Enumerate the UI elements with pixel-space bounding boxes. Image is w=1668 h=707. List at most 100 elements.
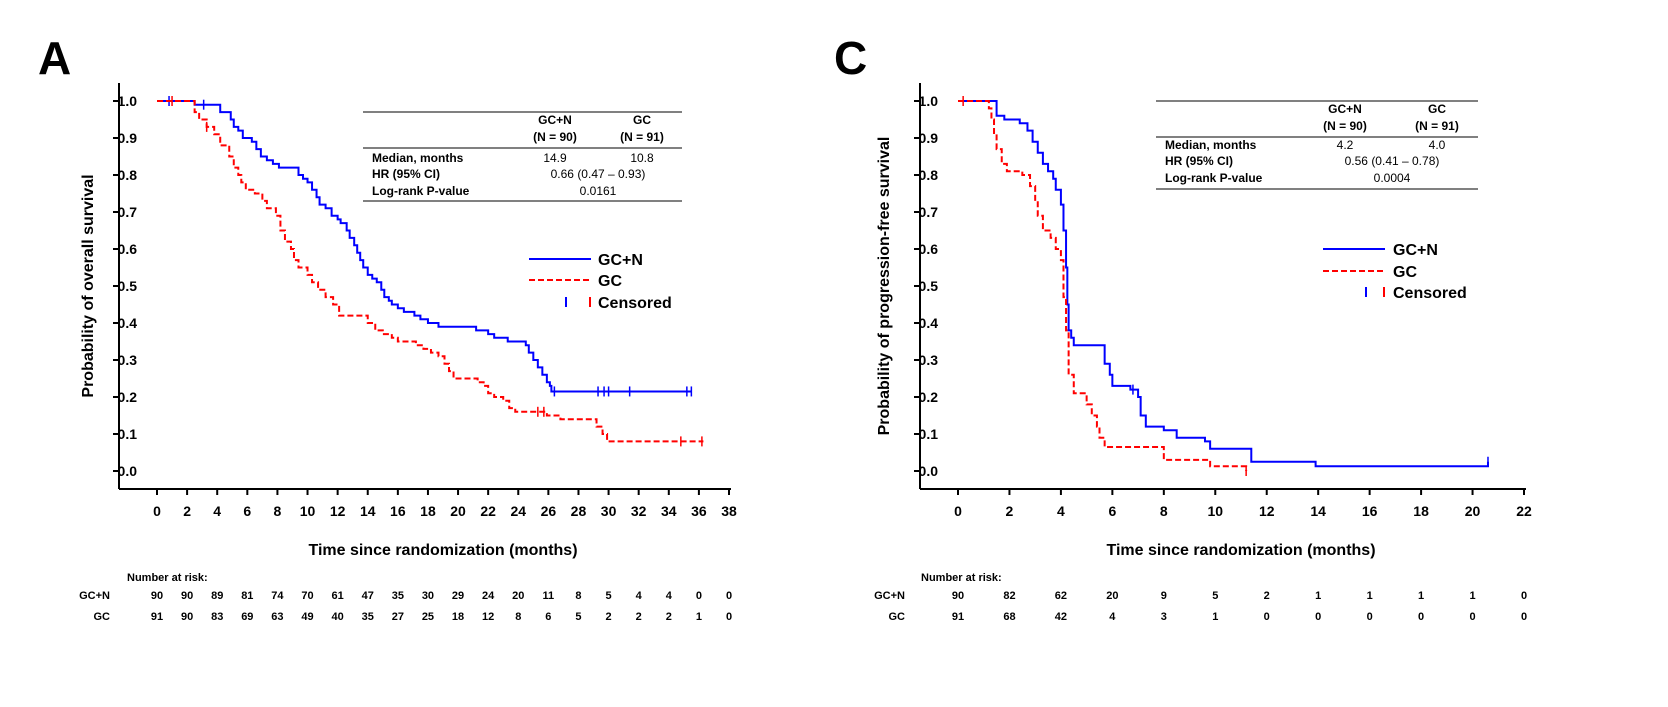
x-tick-label: 26 bbox=[541, 503, 557, 519]
table-header: GC+N bbox=[1328, 102, 1362, 116]
number-at-risk-value: 1 bbox=[1418, 590, 1424, 602]
x-tick-label: 4 bbox=[1057, 503, 1065, 519]
legend-label: GC+N bbox=[1393, 242, 1438, 259]
y-tick-label: 0.8 bbox=[919, 167, 939, 183]
number-at-risk-value: 1 bbox=[1212, 611, 1218, 623]
x-tick-label: 20 bbox=[450, 503, 466, 519]
number-at-risk-value: 69 bbox=[241, 611, 253, 623]
number-at-risk-value: 0 bbox=[726, 611, 732, 623]
table-header: (N = 91) bbox=[620, 130, 664, 144]
number-at-risk-value: 0 bbox=[1521, 611, 1527, 623]
number-at-risk-value: 0 bbox=[1367, 611, 1373, 623]
table-header: GC+N bbox=[538, 113, 572, 127]
number-at-risk-value: 62 bbox=[1055, 590, 1067, 602]
x-tick-label: 16 bbox=[390, 503, 406, 519]
number-at-risk-value: 1 bbox=[1367, 590, 1373, 602]
number-at-risk-value: 20 bbox=[1106, 590, 1118, 602]
x-tick-label: 6 bbox=[1108, 503, 1116, 519]
y-tick-label: 0.3 bbox=[118, 352, 138, 368]
number-at-risk-value: 18 bbox=[452, 611, 464, 623]
x-tick-label: 4 bbox=[213, 503, 221, 519]
y-tick-label: 0.1 bbox=[118, 426, 138, 442]
y-tick-label: 0.5 bbox=[919, 278, 939, 294]
y-tick-label: 0.7 bbox=[919, 204, 939, 220]
y-tick-label: 0.9 bbox=[919, 130, 939, 146]
number-at-risk-label: GC+N bbox=[874, 590, 905, 602]
y-tick-label: 1.0 bbox=[919, 93, 939, 109]
number-at-risk-value: 63 bbox=[271, 611, 283, 623]
number-at-risk-value: 68 bbox=[1003, 611, 1015, 623]
table-cell: 0.56 (0.41 – 0.78) bbox=[1345, 154, 1440, 168]
y-tick-label: 0.9 bbox=[118, 130, 138, 146]
table-header: (N = 90) bbox=[1323, 119, 1367, 133]
number-at-risk-value: 4 bbox=[636, 590, 643, 602]
x-tick-label: 14 bbox=[360, 503, 376, 519]
legend-label: GC bbox=[598, 273, 622, 290]
y-tick-label: 0.7 bbox=[118, 204, 138, 220]
number-at-risk-value: 42 bbox=[1055, 611, 1067, 623]
y-tick-label: 0.1 bbox=[919, 426, 939, 442]
number-at-risk-value: 1 bbox=[1469, 590, 1475, 602]
y-tick-label: 0.0 bbox=[118, 463, 138, 479]
y-tick-label: 1.0 bbox=[118, 93, 138, 109]
number-at-risk-value: 8 bbox=[515, 611, 521, 623]
chart-panel-c: C0.00.10.20.30.40.50.60.70.80.91.00 2 4 6 8 1… bbox=[834, 32, 1532, 623]
table-cell: 0.66 (0.47 – 0.93) bbox=[551, 167, 646, 181]
table-row-label: Median, months bbox=[1165, 138, 1257, 152]
x-tick-label: 16 bbox=[1362, 503, 1378, 519]
number-at-risk-value: 30 bbox=[422, 590, 434, 602]
x-tick-label: 18 bbox=[1413, 503, 1429, 519]
table-header: (N = 90) bbox=[533, 130, 577, 144]
number-at-risk-value: 1 bbox=[1315, 590, 1321, 602]
number-at-risk-value: 2 bbox=[606, 611, 612, 623]
number-at-risk-value: 61 bbox=[332, 590, 344, 602]
table-cell: 14.9 bbox=[543, 151, 567, 165]
chart-panel-a: A0.00.10.20.30.40.50.60.70.80.91.00 2 4 6 8 1… bbox=[38, 32, 737, 623]
y-tick-label: 0.6 bbox=[118, 241, 138, 257]
legend-label: GC bbox=[1393, 264, 1417, 281]
legend-label: GC+N bbox=[598, 252, 643, 269]
number-at-risk-value: 74 bbox=[271, 590, 284, 602]
table-cell: 0.0161 bbox=[580, 184, 617, 198]
y-axis-title: Probability of overall survival bbox=[80, 174, 97, 397]
y-axis-title: Probability of progression-free survival bbox=[876, 137, 893, 436]
x-tick-label: 28 bbox=[571, 503, 587, 519]
table-cell: 4.2 bbox=[1337, 138, 1354, 152]
number-at-risk-value: 40 bbox=[332, 611, 344, 623]
number-at-risk-value: 20 bbox=[512, 590, 524, 602]
number-at-risk-value: 49 bbox=[301, 611, 313, 623]
legend-label: Censored bbox=[598, 295, 672, 312]
x-tick-label: 18 bbox=[420, 503, 436, 519]
number-at-risk-value: 27 bbox=[392, 611, 404, 623]
x-tick-label: 2 bbox=[183, 503, 191, 519]
legend-label: Censored bbox=[1393, 285, 1467, 302]
y-tick-label: 0.8 bbox=[118, 167, 138, 183]
series-line-gcn bbox=[958, 100, 1489, 468]
y-tick-label: 0.2 bbox=[118, 389, 138, 405]
table-row-label: Median, months bbox=[372, 151, 464, 165]
number-at-risk-value: 82 bbox=[1003, 590, 1015, 602]
number-at-risk-value: 0 bbox=[726, 590, 732, 602]
panel-letter: C bbox=[834, 32, 867, 84]
number-at-risk-value: 89 bbox=[211, 590, 223, 602]
number-at-risk-value: 47 bbox=[362, 590, 374, 602]
x-tick-label: 14 bbox=[1310, 503, 1326, 519]
number-at-risk-label: GC+N bbox=[79, 590, 110, 602]
number-at-risk-value: 2 bbox=[636, 611, 642, 623]
x-tick-label: 12 bbox=[1259, 503, 1275, 519]
table-header: (N = 91) bbox=[1415, 119, 1459, 133]
number-at-risk-value: 0 bbox=[1264, 611, 1270, 623]
number-at-risk-value: 1 bbox=[696, 611, 702, 623]
x-tick-label: 10 bbox=[1207, 503, 1223, 519]
number-at-risk-value: 25 bbox=[422, 611, 434, 623]
x-tick-label: 10 bbox=[300, 503, 316, 519]
number-at-risk-value: 11 bbox=[543, 590, 555, 602]
number-at-risk-value: 90 bbox=[151, 590, 163, 602]
number-at-risk-label: GC bbox=[94, 611, 111, 623]
x-tick-label: 20 bbox=[1465, 503, 1481, 519]
number-at-risk-value: 2 bbox=[1264, 590, 1270, 602]
table-row-label: HR (95% CI) bbox=[1165, 154, 1233, 168]
number-at-risk-value: 0 bbox=[1521, 590, 1527, 602]
number-at-risk-value: 3 bbox=[1161, 611, 1167, 623]
number-at-risk-value: 0 bbox=[1418, 611, 1424, 623]
